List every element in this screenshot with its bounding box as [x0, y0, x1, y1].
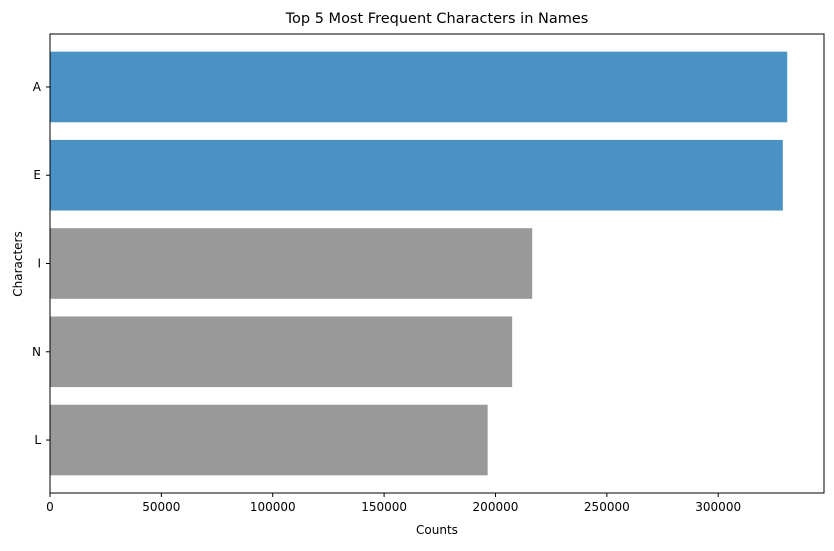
y-tick-label: A [33, 80, 42, 94]
x-tick-label: 250000 [584, 500, 630, 514]
x-tick-label: 100000 [250, 500, 296, 514]
y-tick-label: I [37, 257, 41, 271]
x-tick-label: 200000 [473, 500, 519, 514]
x-axis-label: Counts [416, 523, 458, 537]
bars-layer [50, 51, 788, 476]
y-tick-label: N [32, 345, 41, 359]
x-axis: 0 50000 100000 150000 200000 250000 300000 [46, 493, 741, 514]
x-tick-label: 0 [46, 500, 54, 514]
x-tick-label: 300000 [695, 500, 741, 514]
bar-n [50, 316, 513, 388]
y-axis: A E I N L [32, 80, 50, 447]
chart-title: Top 5 Most Frequent Characters in Names [285, 11, 589, 27]
bar-e [50, 139, 783, 211]
y-tick-label: E [33, 168, 41, 182]
y-tick-label: L [34, 433, 41, 447]
bar-l [50, 404, 488, 476]
bar-a [50, 51, 788, 123]
bar-i [50, 228, 533, 299]
y-axis-label: Characters [11, 231, 25, 297]
x-tick-label: 50000 [142, 500, 180, 514]
x-tick-label: 150000 [361, 500, 407, 514]
